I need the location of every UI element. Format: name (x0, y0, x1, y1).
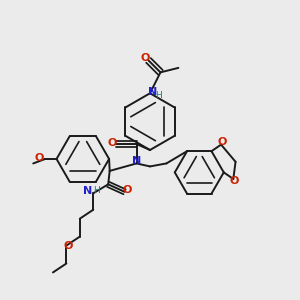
Text: N: N (132, 156, 141, 166)
Text: O: O (218, 137, 227, 147)
Text: N: N (82, 186, 92, 196)
Text: O: O (230, 176, 239, 186)
Text: H: H (155, 91, 162, 100)
Text: O: O (63, 242, 73, 251)
Text: O: O (123, 185, 132, 195)
Text: O: O (141, 53, 150, 63)
Text: O: O (35, 153, 44, 164)
Text: N: N (148, 87, 157, 97)
Text: O: O (107, 138, 117, 148)
Text: H: H (94, 186, 100, 195)
